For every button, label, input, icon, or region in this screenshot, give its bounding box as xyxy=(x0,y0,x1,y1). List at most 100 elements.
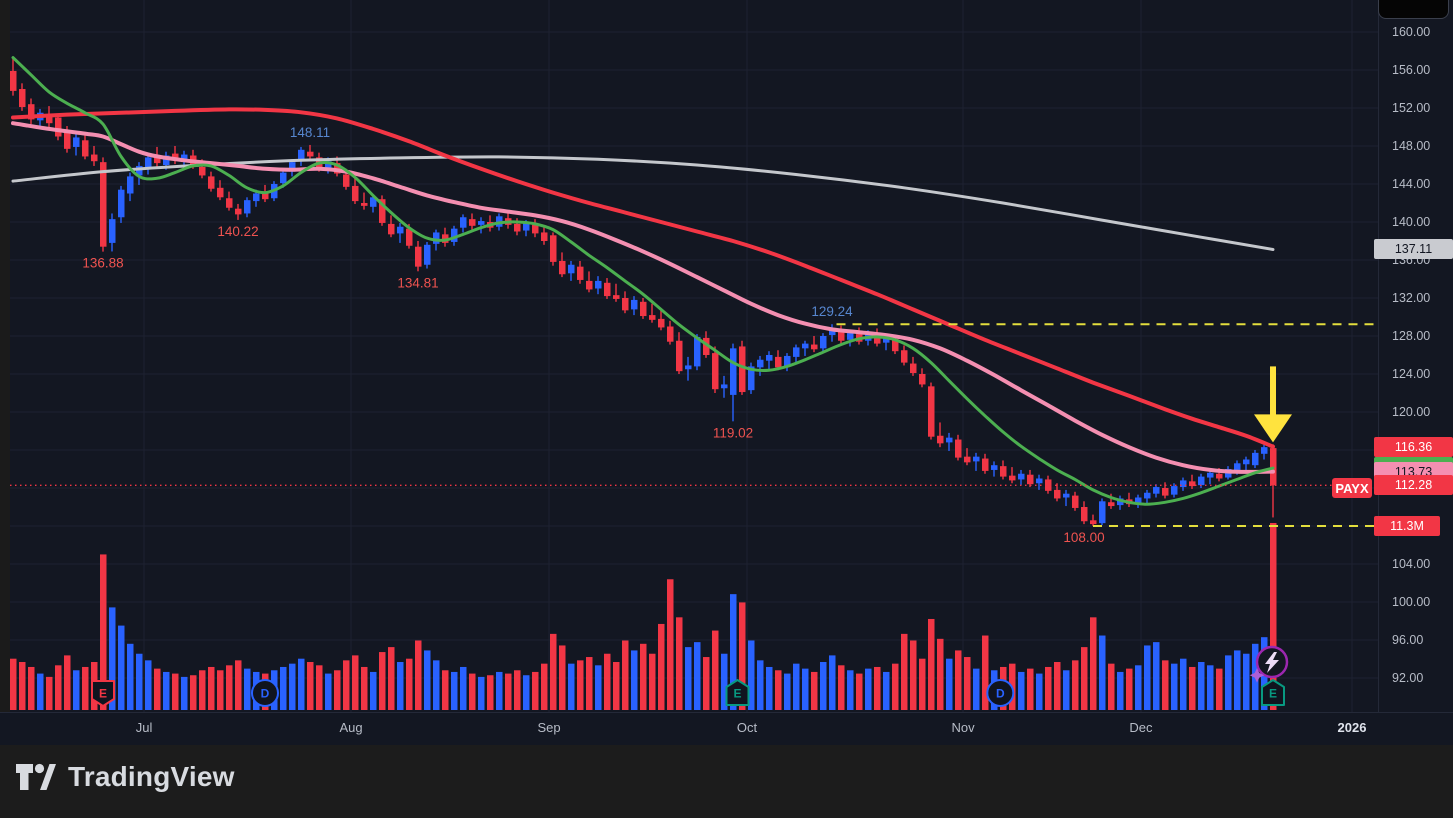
volume-bar xyxy=(550,633,557,710)
volume-bar xyxy=(595,665,602,710)
lightning-bolt-icon xyxy=(1265,652,1279,673)
candle xyxy=(676,340,683,372)
candle xyxy=(1054,489,1061,499)
dividend-badge[interactable]: D xyxy=(986,679,1015,707)
candle xyxy=(1189,481,1196,487)
event-letter: D xyxy=(996,687,1005,701)
price-annotation: 129.24 xyxy=(811,304,853,319)
volume-bar xyxy=(217,670,224,710)
candle xyxy=(109,219,116,243)
candle xyxy=(370,197,377,207)
candle xyxy=(433,232,440,244)
price-tick-label: 120.00 xyxy=(1392,405,1431,419)
candle xyxy=(154,156,161,164)
candle xyxy=(631,299,638,310)
candle xyxy=(352,185,359,202)
candle xyxy=(685,365,692,370)
price-chart[interactable]: 136.88 140.22 148.11 134.81 119.02 129.24 108.… xyxy=(0,0,1453,712)
volume-bar xyxy=(586,657,593,710)
volume-bar xyxy=(1036,673,1043,710)
candle xyxy=(748,366,755,391)
price-annotation: 140.22 xyxy=(217,224,258,239)
volume-bar xyxy=(973,668,980,710)
volume-bar xyxy=(838,665,845,710)
last-price-label: 112.28 xyxy=(1374,475,1453,496)
candle xyxy=(1207,472,1214,478)
price-axis[interactable]: 160.00 156.00 152.00 148.00 144.00 140.00 136.… xyxy=(1374,0,1453,712)
candle xyxy=(145,157,152,168)
volume-bar xyxy=(199,670,206,710)
price-scale-settings-button[interactable] xyxy=(1378,0,1449,19)
volume-bar xyxy=(532,671,539,710)
time-axis-label: Aug xyxy=(339,720,363,735)
candle xyxy=(1009,475,1016,481)
candle xyxy=(730,348,737,395)
candle xyxy=(559,260,566,275)
candle xyxy=(604,282,611,297)
price-annotation: 134.81 xyxy=(397,275,438,290)
candle xyxy=(955,439,962,458)
symbol-price-badge[interactable]: PAYX xyxy=(1332,478,1372,498)
time-axis-label: Oct xyxy=(736,720,758,735)
dividend-badge[interactable]: D xyxy=(251,679,279,707)
candle xyxy=(892,338,899,352)
volume-bar xyxy=(703,657,710,710)
volume-bar xyxy=(811,671,818,710)
lightning-badge[interactable] xyxy=(1249,645,1289,683)
candle xyxy=(1252,452,1259,466)
candle xyxy=(262,192,269,200)
candle xyxy=(451,228,458,242)
ma-gray-label: 137.11 xyxy=(1374,239,1453,260)
candle xyxy=(1135,497,1142,504)
volume-bar xyxy=(19,662,26,710)
volume-bar xyxy=(1063,670,1070,710)
tradingview-logo[interactable]: TradingView xyxy=(15,761,235,793)
candle xyxy=(172,153,179,161)
volume-bar xyxy=(514,670,521,710)
candle xyxy=(1027,474,1034,485)
candle xyxy=(208,176,215,189)
price-annotation: 119.02 xyxy=(713,425,753,440)
candle xyxy=(514,223,521,232)
volume-bar xyxy=(1207,665,1214,710)
earnings-badge[interactable]: E xyxy=(1261,679,1285,706)
candle xyxy=(244,200,251,214)
volume-bar xyxy=(577,660,584,710)
candle xyxy=(199,166,206,176)
volume-bar xyxy=(460,666,467,710)
volume-bar xyxy=(352,655,359,710)
candle xyxy=(469,219,476,226)
volume-bar xyxy=(1270,522,1277,710)
price-tick-label: 160.00 xyxy=(1392,25,1431,39)
volume-bar xyxy=(568,663,575,710)
earnings-badge[interactable]: E xyxy=(91,680,115,707)
volume-bar xyxy=(1198,662,1205,710)
candle xyxy=(1090,520,1097,525)
volume-bar xyxy=(154,668,161,710)
candle xyxy=(838,329,845,341)
volume-bar xyxy=(1153,642,1160,710)
candle xyxy=(919,374,926,385)
time-axis-label: Nov xyxy=(951,720,975,735)
candle xyxy=(343,174,350,187)
candle xyxy=(361,203,368,206)
price-tick-label: 128.00 xyxy=(1392,329,1431,343)
candle xyxy=(1018,473,1025,480)
volume-bar xyxy=(1117,671,1124,710)
time-axis[interactable]: Jul Aug Sep Oct Nov Dec 2026 xyxy=(0,712,1453,746)
price-tick-label: 132.00 xyxy=(1392,291,1431,305)
volume-bar xyxy=(298,658,305,710)
ma-red-line xyxy=(11,107,1275,449)
volume-bar xyxy=(523,675,530,710)
candle xyxy=(937,435,944,444)
candle xyxy=(91,154,98,162)
price-tick-label: 144.00 xyxy=(1392,177,1431,191)
volume-bar xyxy=(613,662,620,710)
volume-bar xyxy=(343,660,350,710)
down-arrow-annotation[interactable] xyxy=(1254,366,1292,443)
volume-bar xyxy=(307,662,314,710)
volume-bar xyxy=(145,660,152,710)
volume-bar xyxy=(46,676,53,710)
earnings-badge[interactable]: E xyxy=(725,679,750,706)
candle xyxy=(100,162,107,247)
